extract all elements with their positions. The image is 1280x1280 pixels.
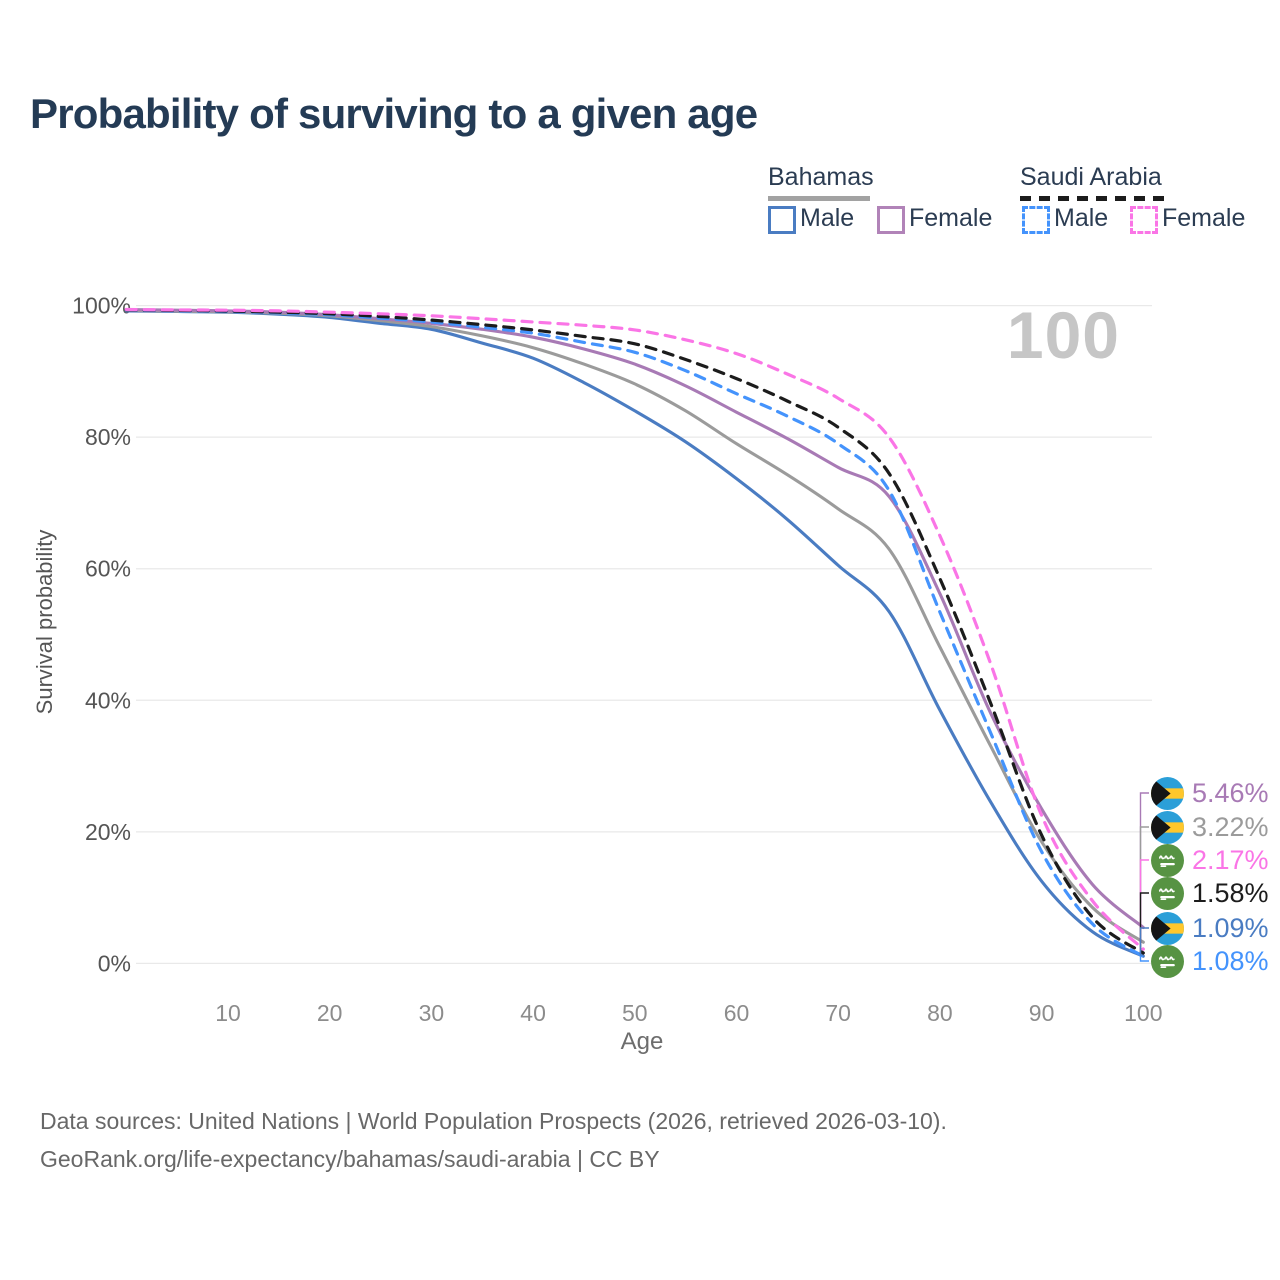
legend-checkbox-bahamas-female[interactable] [877,206,905,234]
saudi-arabia-flag-icon [1151,876,1184,910]
bahamas-flag-icon [1151,776,1184,810]
leader-line-saudi-arabia-female [1139,859,1149,950]
end-label-value: 1.09% [1192,912,1269,943]
leader-line-saudi-arabia [1139,892,1149,954]
end-label-value: 5.46% [1192,777,1269,808]
end-label-value: 1.58% [1192,877,1269,908]
end-label-saudi-arabia: 1.58% [1151,876,1269,910]
series-line-saudi-arabia-male[interactable] [124,308,1145,958]
legend-group-saudi-title: Saudi Arabia [1020,163,1162,191]
y-tick-label: 40% [85,687,131,713]
end-label-bahamas: 3.22% [1151,810,1269,844]
saudi-arabia-flag-icon [1151,843,1184,877]
saudi-arabia-flag-icon [1151,944,1184,978]
bahamas-flag-icon [1151,810,1184,844]
legend-group-bahamas-title: Bahamas [768,163,874,191]
series-line-saudi-arabia[interactable] [124,308,1145,955]
x-tick-label: 30 [419,1000,445,1026]
legend-checkbox-saudi-male[interactable] [1022,206,1050,234]
y-tick-label: 80% [85,424,131,450]
x-tick-label: 100 [1124,1000,1162,1026]
legend-checkbox-bahamas-male[interactable] [768,206,796,234]
x-tick-label: 80 [927,1000,953,1026]
saudi-line-sample [1020,196,1164,201]
y-tick-label: 60% [85,556,131,582]
legend-label-bahamas-female[interactable]: Female [909,204,993,232]
legend-label-bahamas-male[interactable]: Male [800,204,855,232]
y-tick-label: 0% [98,950,131,976]
age-watermark: 100 [1006,298,1120,372]
bahamas-line-sample [768,196,870,201]
series-line-saudi-arabia-female[interactable] [124,307,1145,951]
chart-title: Probability of surviving to a given age [30,90,758,137]
x-tick-label: 10 [215,1000,241,1026]
footer-data-sources: Data sources: United Nations | World Pop… [40,1108,947,1134]
end-label-bahamas-male: 1.09% [1151,911,1269,945]
footer-attribution: GeoRank.org/life-expectancy/bahamas/saud… [40,1146,660,1172]
x-tick-label: 70 [825,1000,851,1026]
end-label-saudi-arabia-male: 1.08% [1151,944,1269,978]
x-tick-label: 50 [622,1000,648,1026]
end-label-value: 3.22% [1192,811,1269,842]
y-axis-title: Survival probability [32,529,57,715]
end-label-bahamas-female: 5.46% [1151,776,1269,810]
legend-label-saudi-female[interactable]: Female [1162,204,1246,232]
end-label-saudi-arabia-female: 2.17% [1151,843,1269,877]
series-line-bahamas-male[interactable] [124,309,1145,958]
end-label-value: 2.17% [1192,844,1269,875]
legend-label-saudi-male[interactable]: Male [1054,204,1109,232]
x-tick-label: 90 [1029,1000,1055,1026]
bahamas-flag-icon [1151,911,1184,945]
end-label-value: 1.08% [1192,945,1269,976]
y-tick-label: 100% [72,293,131,319]
x-tick-label: 40 [520,1000,546,1026]
y-tick-label: 20% [85,819,131,845]
series-line-bahamas[interactable] [124,308,1145,944]
x-tick-label: 60 [724,1000,750,1026]
x-tick-label: 20 [317,1000,343,1026]
x-axis-title: Age [620,1028,664,1055]
leader-line-saudi-arabia-male [1139,955,1149,962]
series-line-bahamas-female[interactable] [124,307,1145,930]
legend-checkbox-saudi-female[interactable] [1130,206,1158,234]
